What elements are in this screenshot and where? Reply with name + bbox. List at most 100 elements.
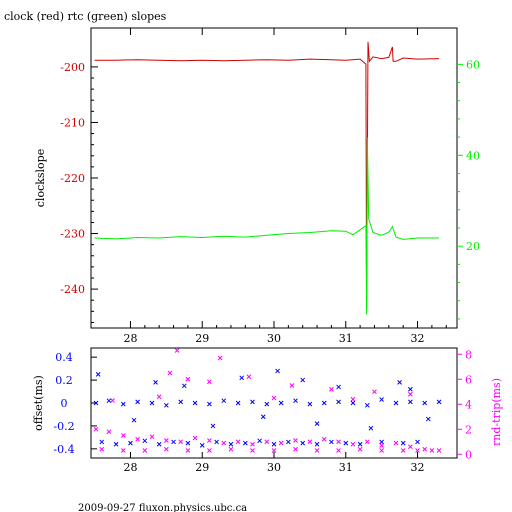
- rnd-trip-point: [271, 395, 277, 401]
- bottom-x-tick-label: 28: [123, 461, 137, 474]
- rnd-trip-point: [415, 448, 420, 453]
- series-line-rtc: [94, 137, 440, 315]
- bottom-x-tick-label: 32: [411, 461, 425, 474]
- offset-point: [379, 397, 385, 402]
- offset-point: [336, 399, 341, 405]
- offset-point: [397, 380, 402, 385]
- bottom-y2-tick-label: 0: [465, 448, 472, 461]
- bottom-y-tick-label: -0.2: [53, 420, 74, 433]
- rnd-trip-point: [235, 439, 241, 445]
- top-plot-frame: [90, 27, 458, 329]
- rnd-trip-point: [250, 441, 255, 447]
- top-y-axis-label: clockslope: [34, 149, 47, 207]
- offset-point: [228, 441, 234, 447]
- offset-point: [321, 400, 327, 406]
- offset-point: [239, 375, 245, 381]
- rnd-trip-point: [167, 370, 173, 376]
- rnd-trip-point: [321, 436, 327, 442]
- offset-point: [221, 398, 227, 404]
- rnd-trip-point: [336, 448, 341, 453]
- offset-point: [314, 441, 320, 447]
- rnd-trip-point: [379, 443, 385, 448]
- rnd-trip-point: [314, 448, 320, 453]
- offset-point: [407, 399, 413, 405]
- offset-point: [149, 400, 155, 406]
- offset-point: [264, 401, 270, 407]
- offset-point: [400, 440, 406, 446]
- rnd-trip-point: [329, 386, 334, 392]
- offset-point: [93, 400, 99, 406]
- rnd-trip-point: [436, 448, 442, 453]
- top-x-tick-label: 32: [411, 332, 425, 345]
- bottom-panel: 28 29 30 31 32 0.4 0.2 0 -0.2 -0.4 8 6 4 2 0 offset(ms)…: [32, 347, 503, 474]
- offset-point: [379, 439, 385, 445]
- offset-point: [364, 402, 370, 408]
- bottom-y2-tick-label: 6: [465, 373, 472, 386]
- rnd-trip-point: [264, 439, 270, 445]
- offset-point: [106, 398, 112, 404]
- offset-point: [314, 421, 320, 426]
- offset-point: [235, 400, 241, 406]
- offset-point: [350, 400, 356, 406]
- offset-point: [260, 414, 266, 420]
- rnd-trip-point: [142, 448, 148, 453]
- bottom-y2-axis-label: rnd-trip(ms): [490, 378, 503, 446]
- rnd-trip-point: [163, 446, 169, 452]
- offset-point: [192, 400, 198, 406]
- rnd-trip-point: [271, 448, 277, 453]
- top-y-tick-label: -220: [60, 172, 85, 185]
- top-y-tick-label: -230: [60, 228, 85, 241]
- offset-point: [357, 441, 363, 447]
- rnd-trip-point: [106, 429, 112, 435]
- series-line-clock: [94, 41, 440, 309]
- offset-point: [199, 443, 205, 448]
- rnd-trip-point: [293, 446, 298, 452]
- offset-point: [171, 439, 176, 445]
- offset-point: [156, 441, 162, 447]
- rnd-trip-point: [422, 446, 428, 452]
- offset-point: [257, 438, 263, 444]
- rnd-trip-point: [149, 434, 155, 440]
- rnd-trip-point: [185, 448, 191, 453]
- offset-point: [271, 441, 277, 447]
- offset-point: [275, 368, 280, 374]
- top-x-tick-label: 29: [195, 332, 209, 345]
- series-offset: [93, 368, 442, 448]
- bottom-y2-tick-label: 2: [465, 423, 472, 436]
- offset-point: [336, 384, 341, 390]
- top-y2-tick-label: 40: [466, 149, 480, 162]
- offset-point: [368, 425, 374, 431]
- offset-point: [214, 439, 219, 445]
- rnd-trip-point: [185, 376, 191, 382]
- rnd-trip-point: [110, 398, 115, 403]
- offset-point: [163, 402, 169, 408]
- bottom-x-tick-label: 31: [339, 461, 353, 474]
- offset-point: [210, 423, 216, 429]
- rnd-trip-point: [99, 446, 105, 452]
- rnd-trip-point: [207, 438, 212, 443]
- top-y-tick-label: -200: [60, 61, 85, 74]
- rnd-trip-point: [289, 383, 295, 388]
- rnd-trip-point: [350, 441, 356, 447]
- top-y2-tick-label: 60: [466, 58, 480, 71]
- rnd-trip-point: [350, 396, 356, 402]
- bottom-y-tick-label: 0.4: [55, 351, 73, 364]
- top-y2-tick-label: 20: [466, 240, 480, 253]
- offset-point: [185, 440, 191, 446]
- bottom-y-axis-label: offset(ms): [32, 375, 45, 431]
- offset-point: [300, 377, 306, 383]
- offset-point: [307, 401, 313, 407]
- offset-point: [293, 398, 298, 404]
- bottom-x-tick-label: 30: [267, 461, 281, 474]
- offset-point: [128, 440, 133, 446]
- offset-point: [407, 386, 413, 392]
- offset-point: [393, 400, 399, 406]
- footer-caption: 2009-09-27 fluxon.physics.ubc.ca: [78, 503, 247, 512]
- offset-point: [181, 383, 187, 389]
- offset-point: [329, 439, 334, 445]
- rnd-trip-point: [120, 433, 126, 438]
- offset-point: [422, 400, 428, 406]
- series-rnd-trip: [93, 348, 442, 453]
- rnd-trip-point: [228, 446, 234, 452]
